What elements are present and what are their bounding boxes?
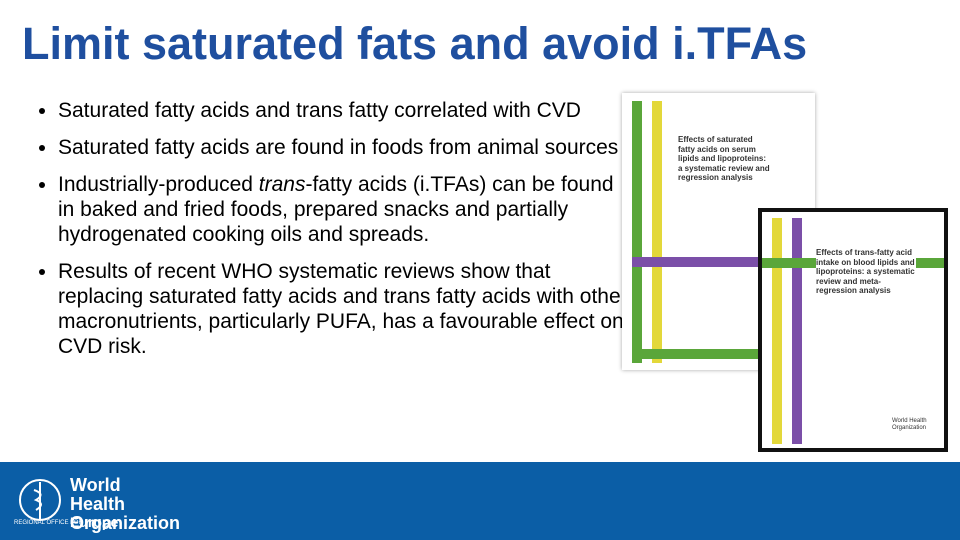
emblem-serpent bbox=[33, 489, 42, 511]
bullet-text: Saturated fatty acids and trans fatty co… bbox=[58, 99, 581, 122]
footer-org: World Health Organization bbox=[70, 475, 181, 533]
bullet: Saturated fatty acids and trans fatty co… bbox=[58, 98, 633, 123]
footer-office: REGIONAL OFFICE FOR bbox=[14, 520, 83, 526]
stripe bbox=[772, 218, 782, 444]
stripe bbox=[632, 257, 815, 267]
cover-title: Effects of saturated fatty acids on seru… bbox=[678, 135, 770, 182]
bullet: Industrially-produced trans-fatty acids … bbox=[58, 172, 633, 247]
bullet: Saturated fatty acids are found in foods… bbox=[58, 135, 633, 160]
bullet-text: Saturated fatty acids are found in foods… bbox=[58, 136, 619, 159]
bullet-text: -fatty acids (i.TFAs) can be found in ba… bbox=[58, 173, 614, 246]
who-emblem bbox=[19, 479, 61, 521]
cover-title: Effects of trans-fatty acid intake on bl… bbox=[816, 246, 916, 296]
bullet-italic: trans bbox=[258, 173, 306, 196]
stripe bbox=[792, 218, 802, 444]
footer: World Health Organization REGIONAL OFFIC… bbox=[0, 462, 960, 540]
stripe bbox=[632, 101, 642, 363]
report-cover: Effects of trans-fatty acid intake on bl… bbox=[758, 208, 948, 452]
bullet-text: Industrially-produced bbox=[58, 173, 259, 196]
cover-publisher: World Health Organization bbox=[892, 418, 927, 431]
bullet: Results of recent WHO systematic reviews… bbox=[58, 259, 633, 359]
bullet-text: Results of recent WHO systematic reviews… bbox=[58, 260, 628, 358]
bullet-list: Saturated fatty acids and trans fatty co… bbox=[20, 98, 633, 371]
footer-region: Europe bbox=[70, 514, 119, 530]
slide-title: Limit saturated fats and avoid i.TFAs bbox=[22, 18, 808, 69]
stripe bbox=[632, 349, 815, 359]
stripe bbox=[652, 101, 662, 363]
